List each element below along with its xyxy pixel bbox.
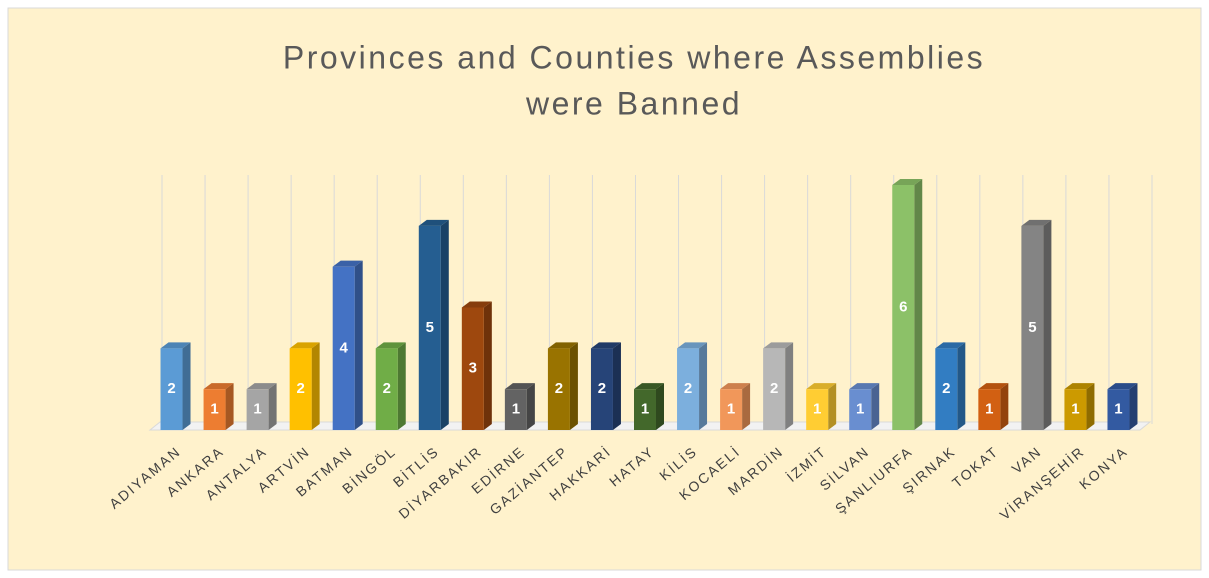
bar-side [397, 342, 406, 430]
bar-side [440, 219, 449, 430]
value-label: 1 [641, 401, 649, 418]
bar [677, 348, 700, 430]
bar-side [483, 301, 492, 430]
bar [246, 389, 269, 430]
bar-top [763, 342, 794, 349]
value-label: 1 [1114, 401, 1122, 418]
bar [935, 348, 958, 430]
value-label: 2 [167, 380, 175, 397]
chart-title: Provinces and Counties where Assemblies [283, 39, 985, 75]
bar [375, 348, 398, 430]
value-label: 2 [684, 380, 692, 397]
bar-side [1043, 219, 1052, 430]
bar [203, 389, 226, 430]
bar [978, 389, 1001, 430]
chart-subtitle: were Banned [525, 85, 742, 121]
bar-side [182, 342, 191, 430]
bar-top [978, 383, 1009, 390]
bar-top [590, 342, 621, 349]
bar-side [1000, 383, 1009, 430]
value-label: 2 [555, 380, 563, 397]
bar-side [1129, 383, 1138, 430]
value-label: 2 [770, 380, 778, 397]
value-label: 1 [985, 401, 993, 418]
bar-top [160, 342, 191, 349]
bar-side [268, 383, 277, 430]
bar-side [225, 383, 234, 430]
value-label: 1 [856, 401, 864, 418]
bar-top [461, 301, 492, 308]
value-label: 4 [340, 339, 349, 356]
bar-side [612, 342, 621, 430]
bar [763, 348, 786, 430]
bar-side [957, 342, 966, 430]
chart-background [7, 7, 1202, 571]
value-label: 1 [512, 401, 520, 418]
bar [892, 185, 915, 430]
bar [1021, 225, 1044, 430]
bar [590, 348, 613, 430]
value-label: 2 [942, 380, 950, 397]
bar-top [375, 342, 406, 349]
value-label: 2 [383, 380, 391, 397]
bar-top [849, 383, 880, 390]
value-label: 6 [899, 298, 907, 315]
bar-side [699, 342, 708, 430]
value-label: 2 [598, 380, 606, 397]
value-label: 5 [1028, 319, 1036, 336]
bar-top [1107, 383, 1138, 390]
bar-side [656, 383, 664, 430]
bar [418, 225, 441, 430]
bar-side [569, 342, 578, 430]
bar-top [677, 342, 708, 349]
bar-top [504, 383, 535, 390]
bar [547, 348, 570, 430]
value-label: 1 [1071, 401, 1079, 418]
bar-top [806, 383, 837, 390]
bar-top [418, 219, 449, 226]
value-label: 1 [727, 401, 735, 418]
value-label: 1 [253, 401, 261, 418]
bar [720, 389, 743, 430]
bar-top [1064, 383, 1095, 390]
bar-side [914, 179, 923, 430]
bar [849, 389, 872, 430]
bar [289, 348, 312, 430]
bar [332, 266, 355, 430]
bar-side [311, 342, 320, 430]
bar [1064, 389, 1087, 430]
bar-side [526, 383, 535, 430]
bar-top [634, 383, 664, 390]
bar-top [203, 383, 234, 390]
value-label: 3 [469, 360, 477, 377]
bar [504, 389, 527, 430]
value-label: 5 [426, 319, 434, 336]
bar-side [742, 383, 751, 430]
value-label: 1 [813, 401, 821, 418]
bar-side [785, 342, 794, 430]
bar [806, 389, 829, 430]
bar [160, 348, 183, 430]
bar-side [828, 383, 837, 430]
bar [634, 389, 656, 430]
bar-top [332, 260, 363, 267]
value-label: 1 [210, 401, 218, 418]
bar-top [1021, 219, 1052, 226]
bar-side [1086, 383, 1095, 430]
bar-top [246, 383, 277, 390]
bar-side [354, 260, 363, 430]
bar-top [720, 383, 751, 390]
bar-side [871, 383, 880, 430]
bar-top [935, 342, 966, 349]
value-label: 2 [296, 380, 304, 397]
bar [461, 307, 484, 430]
bar-top [892, 179, 923, 185]
bar-top [289, 342, 320, 349]
bar-top [547, 342, 578, 349]
bar [1107, 389, 1130, 430]
